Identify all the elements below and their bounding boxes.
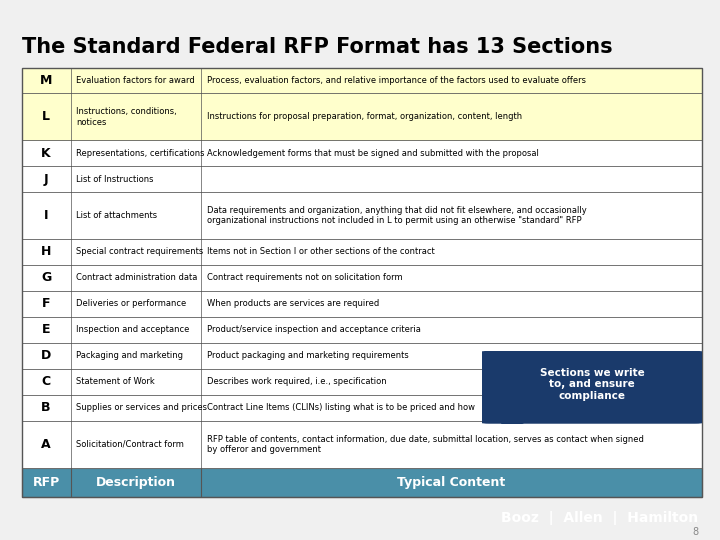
Text: Product/service inspection and acceptance criteria: Product/service inspection and acceptanc… (207, 326, 420, 334)
Text: Describes work required, i.e., specification: Describes work required, i.e., specifica… (207, 377, 387, 387)
Text: A: A (41, 438, 51, 451)
Text: Contract administration data: Contract administration data (76, 273, 197, 282)
Polygon shape (500, 420, 531, 434)
Bar (22, 192, 702, 239)
Text: M: M (40, 74, 53, 87)
Text: B: B (41, 401, 51, 414)
Bar (22, 93, 702, 140)
Bar (22, 291, 702, 317)
Text: Sections we write
to, and ensure
compliance: Sections we write to, and ensure complia… (540, 368, 644, 401)
Text: G: G (41, 272, 51, 285)
Text: Data requirements and organization, anything that did not fit elsewhere, and occ: Data requirements and organization, anyt… (207, 206, 586, 225)
Bar (22, 343, 702, 369)
Text: F: F (42, 298, 50, 310)
Bar (22, 317, 702, 343)
Text: Supplies or services and prices: Supplies or services and prices (76, 403, 207, 413)
Text: List of Instructions: List of Instructions (76, 175, 153, 184)
FancyBboxPatch shape (476, 351, 708, 424)
Text: Representations, certifications: Representations, certifications (76, 148, 204, 158)
Bar (22, 395, 702, 421)
Bar (22, 265, 702, 291)
Bar (22, 468, 702, 497)
Text: RFP table of contents, contact information, due date, submittal location, serves: RFP table of contents, contact informati… (207, 435, 644, 454)
Bar (22, 421, 702, 468)
Text: Contract requirements not on solicitation form: Contract requirements not on solicitatio… (207, 273, 402, 282)
Text: J: J (44, 173, 48, 186)
Text: Typical Content: Typical Content (397, 476, 505, 489)
Text: Statement of Work: Statement of Work (76, 377, 155, 387)
Text: Instructions, conditions,
notices: Instructions, conditions, notices (76, 107, 177, 126)
Text: 8: 8 (692, 527, 698, 537)
Text: List of attachments: List of attachments (76, 211, 157, 220)
Text: Items not in Section I or other sections of the contract: Items not in Section I or other sections… (207, 247, 434, 256)
Text: When products are services are required: When products are services are required (207, 299, 379, 308)
Text: Contract Line Items (CLINs) listing what is to be priced and how: Contract Line Items (CLINs) listing what… (207, 403, 474, 413)
Text: The Standard Federal RFP Format has 13 Sections: The Standard Federal RFP Format has 13 S… (22, 37, 612, 57)
Text: E: E (42, 323, 50, 336)
Bar (22, 140, 702, 166)
Text: L: L (42, 110, 50, 123)
Text: RFP: RFP (32, 476, 60, 489)
Text: Instructions for proposal preparation, format, organization, content, length: Instructions for proposal preparation, f… (207, 112, 522, 122)
Bar (22, 239, 702, 265)
Text: Process, evaluation factors, and relative importance of the factors used to eval: Process, evaluation factors, and relativ… (207, 76, 585, 85)
Text: Product packaging and marketing requirements: Product packaging and marketing requirem… (207, 352, 408, 360)
Text: Special contract requirements: Special contract requirements (76, 247, 203, 256)
Text: Packaging and marketing: Packaging and marketing (76, 352, 183, 360)
Text: D: D (41, 349, 51, 362)
Text: C: C (42, 375, 50, 388)
Bar (22, 166, 702, 192)
Text: K: K (41, 147, 51, 160)
Text: Solicitation/Contract form: Solicitation/Contract form (76, 440, 184, 449)
Text: H: H (41, 246, 51, 259)
Text: Deliveries or performance: Deliveries or performance (76, 299, 186, 308)
Bar (22, 68, 702, 93)
Text: Description: Description (96, 476, 176, 489)
Bar (22, 369, 702, 395)
Text: Acknowledgement forms that must be signed and submitted with the proposal: Acknowledgement forms that must be signe… (207, 148, 539, 158)
Text: Evaluation factors for award: Evaluation factors for award (76, 76, 195, 85)
Text: I: I (44, 209, 48, 222)
Text: Booz  |  Allen  |  Hamilton: Booz | Allen | Hamilton (501, 511, 698, 525)
Text: Inspection and acceptance: Inspection and acceptance (76, 326, 189, 334)
